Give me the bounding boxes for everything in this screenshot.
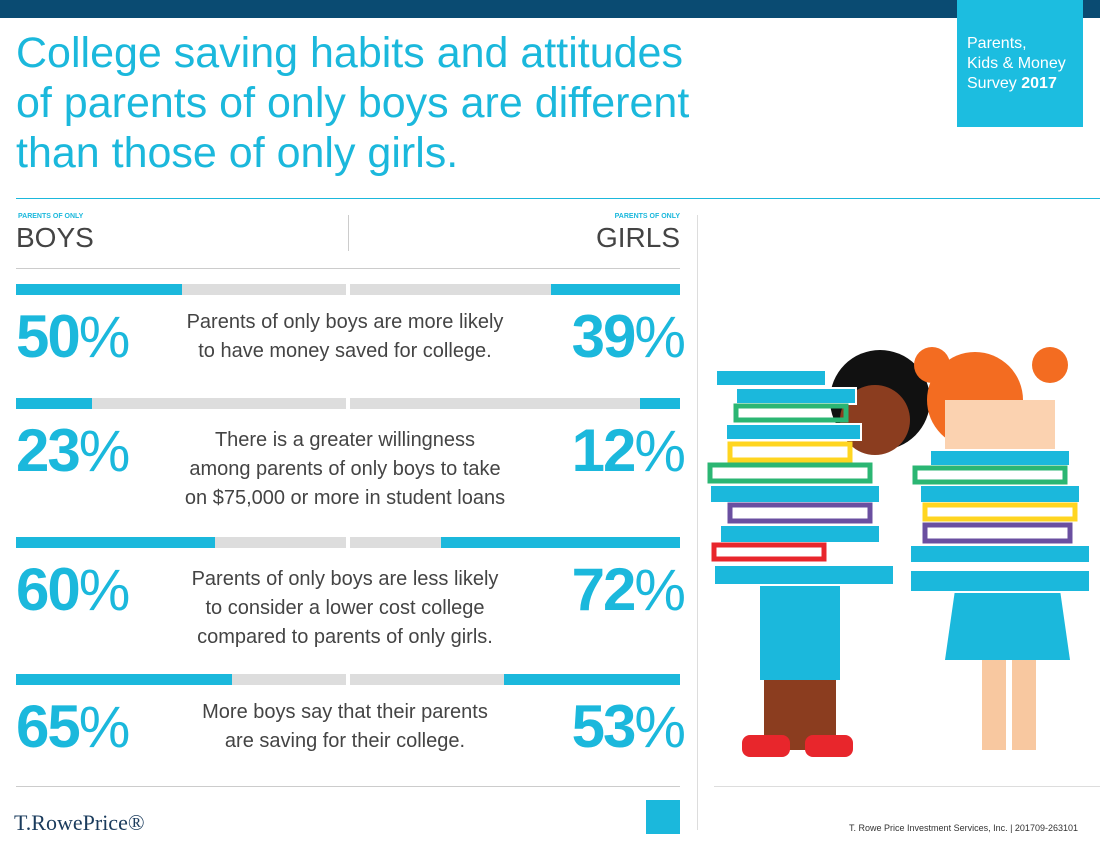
row-text-line: Parents of only boys are less likely bbox=[191, 568, 499, 590]
bar-track bbox=[16, 398, 346, 409]
badge-line: Kids & Money bbox=[967, 55, 1066, 72]
title-line: College saving habits and attitudes bbox=[16, 29, 683, 77]
value-number: 53 bbox=[571, 693, 637, 760]
row-text: There is a greater willingness among pare… bbox=[165, 426, 525, 513]
value-unit: % bbox=[78, 419, 131, 484]
bar-track bbox=[350, 284, 680, 295]
bar-girls bbox=[640, 398, 680, 409]
column-head: BOYS bbox=[16, 222, 94, 253]
divider bbox=[697, 215, 698, 830]
logo-mark bbox=[646, 800, 680, 834]
value-unit: % bbox=[634, 695, 686, 760]
value: 53% bbox=[572, 692, 686, 761]
logo: T.RowePrice® bbox=[14, 810, 145, 835]
rule bbox=[16, 268, 680, 269]
column-head: GIRLS bbox=[595, 222, 680, 253]
badge-word: Survey bbox=[967, 75, 1017, 92]
row-text: More boys say that their parents are savi… bbox=[165, 698, 525, 756]
divider bbox=[348, 215, 349, 251]
value: 72% bbox=[572, 555, 686, 624]
row-text-line: to have money saved for college. bbox=[198, 340, 492, 362]
kicker: PARENTS OF ONLY bbox=[18, 213, 84, 220]
badge-year: 2017 bbox=[1021, 75, 1057, 92]
row-text-line: on $75,000 or more in student loans bbox=[184, 487, 506, 509]
bar-girls bbox=[504, 674, 680, 685]
bar-boys bbox=[16, 537, 216, 548]
value-unit: % bbox=[78, 305, 131, 370]
value-number: 65 bbox=[16, 693, 81, 760]
rule bbox=[714, 786, 1100, 787]
value: 12% bbox=[572, 416, 686, 485]
value-number: 50 bbox=[16, 303, 81, 370]
row-text-line: to consider a lower cost college bbox=[205, 597, 485, 619]
value-unit: % bbox=[634, 305, 686, 370]
title-line: than those of only girls. bbox=[16, 129, 459, 177]
row-text-line: compared to parents of only girls. bbox=[197, 626, 493, 648]
badge-line: Parents, bbox=[967, 35, 1027, 52]
rule bbox=[16, 198, 1100, 199]
bar-boys bbox=[16, 674, 232, 685]
badge-line: Survey 2017 bbox=[967, 74, 1083, 94]
bar-girls bbox=[550, 284, 680, 295]
row-text-line: More boys say that their parents bbox=[202, 701, 488, 723]
value: 60% bbox=[16, 555, 130, 624]
row-text-line: Parents of only boys are more likely bbox=[186, 311, 504, 333]
value: 65% bbox=[16, 692, 130, 761]
row-text-line: among parents of only boys to take bbox=[189, 458, 501, 480]
credit: T. Rowe Price Investment Services, Inc. … bbox=[849, 823, 1078, 833]
badge: Parents, Kids & Money Survey 2017 bbox=[957, 0, 1083, 127]
value-unit: % bbox=[634, 419, 686, 484]
value-number: 23 bbox=[16, 417, 81, 484]
row-text: Parents of only boys are more likely to h… bbox=[165, 308, 525, 366]
bar-boys bbox=[16, 398, 93, 409]
illustration bbox=[707, 347, 1091, 757]
row-text: Parents of only boys are less likely to c… bbox=[165, 565, 525, 652]
value: 39% bbox=[572, 302, 686, 371]
title-line: of parents of only boys are different bbox=[16, 79, 690, 127]
rule bbox=[16, 786, 680, 787]
top-band bbox=[0, 0, 1100, 18]
row-text-line: are saving for their college. bbox=[224, 730, 466, 752]
value-number: 12 bbox=[571, 417, 637, 484]
value: 23% bbox=[16, 416, 130, 485]
value-unit: % bbox=[78, 695, 131, 760]
value-unit: % bbox=[78, 558, 131, 623]
value-unit: % bbox=[634, 558, 686, 623]
bar-track bbox=[350, 398, 680, 409]
value-number: 39 bbox=[571, 303, 637, 370]
value: 50% bbox=[16, 302, 130, 371]
bar-boys bbox=[16, 284, 182, 295]
bar-girls bbox=[440, 537, 680, 548]
row-text-line: There is a greater willingness bbox=[214, 429, 476, 451]
title: College saving habits and attitudes of p… bbox=[16, 28, 689, 178]
value-number: 72 bbox=[571, 556, 637, 623]
kicker: PARENTS OF ONLY bbox=[614, 213, 680, 220]
value-number: 60 bbox=[16, 556, 81, 623]
